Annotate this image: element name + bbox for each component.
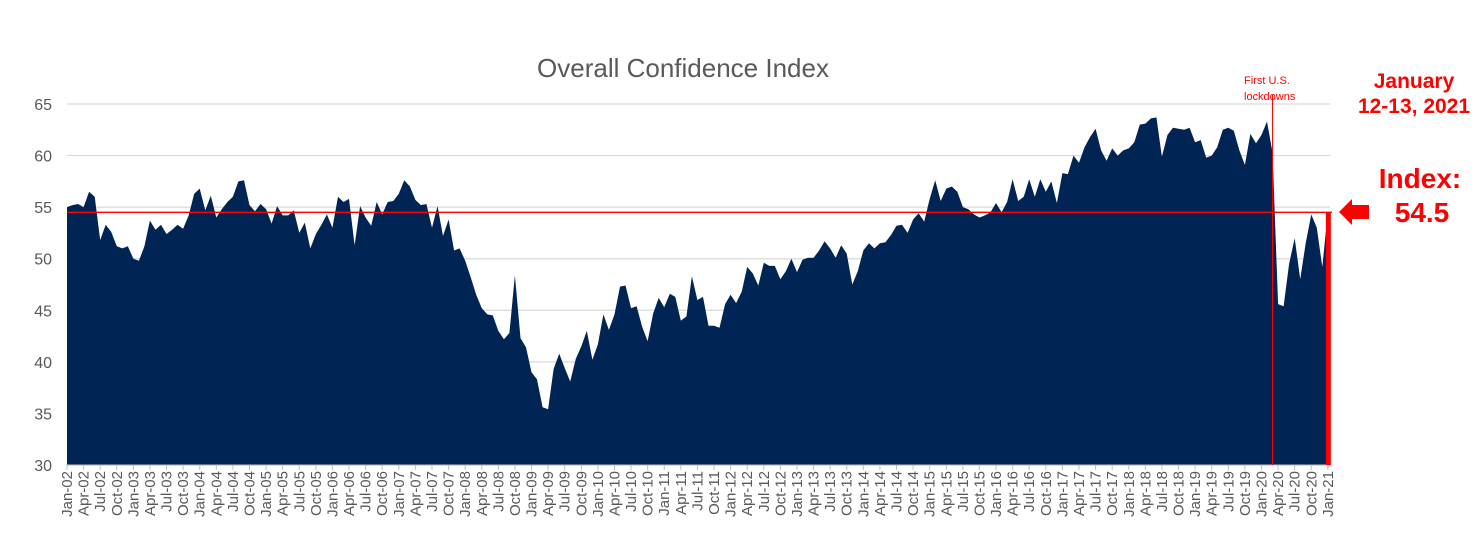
x-tick-label: Oct-09: [573, 471, 590, 516]
x-tick-label: Apr-17: [1071, 471, 1088, 516]
x-tick-label: Oct-20: [1303, 471, 1320, 516]
x-tick-label: Oct-19: [1237, 471, 1254, 516]
x-tick-label: Apr-14: [872, 471, 889, 516]
x-tick-label: Jul-15: [955, 471, 972, 512]
y-tick-label: 30: [34, 458, 52, 475]
y-tick-label: 65: [34, 97, 52, 114]
x-tick-label: Oct-07: [441, 471, 458, 516]
x-axis: Jan-02 Apr-02 Jul-02 Oct-02 Jan-03 Apr-03 Jul-…: [59, 464, 1337, 517]
x-tick-label: Apr-12: [739, 471, 756, 516]
x-tick-label: Apr-13: [806, 471, 823, 516]
x-tick-label: Jan-08: [457, 471, 474, 517]
y-tick-label: 35: [34, 406, 52, 423]
x-tick-label: Jan-11: [656, 471, 673, 516]
x-tick-label: Jul-12: [756, 471, 773, 512]
x-tick-label: Apr-16: [1005, 471, 1022, 516]
index-label: Index:: [1379, 163, 1461, 194]
x-tick-label: Oct-03: [175, 471, 192, 516]
x-tick-label: Jul-16: [1021, 471, 1038, 512]
x-tick-label: Jul-09: [557, 471, 574, 512]
x-tick-label: Apr-19: [1204, 471, 1221, 516]
x-tick-label: Oct-15: [971, 471, 988, 516]
x-tick-label: Jul-03: [159, 471, 176, 512]
x-tick-label: Jul-11: [689, 471, 706, 511]
x-tick-label: Apr-18: [1137, 471, 1154, 516]
x-tick-label: Jul-02: [92, 471, 109, 512]
x-tick-label: Apr-10: [606, 471, 623, 516]
index-value: 54.5: [1395, 197, 1450, 228]
x-tick-label: Apr-07: [407, 471, 424, 516]
x-tick-label: Jan-03: [125, 471, 142, 517]
x-tick-label: Oct-05: [308, 471, 325, 516]
x-tick-label: Oct-18: [1171, 471, 1188, 516]
confidence-area-series: [67, 117, 1328, 466]
x-tick-label: Jan-02: [59, 471, 76, 517]
x-tick-label: Oct-08: [507, 471, 524, 516]
x-tick-label: Jul-10: [623, 471, 640, 512]
x-tick-label: Jan-10: [590, 471, 607, 517]
x-tick-label: Apr-02: [76, 471, 93, 516]
x-tick-label: Oct-14: [905, 471, 922, 516]
x-tick-label: Jan-21: [1320, 471, 1337, 517]
x-tick-label: Oct-13: [839, 471, 856, 516]
x-tick-label: Jan-09: [524, 471, 541, 517]
survey-date-line1: January: [1374, 70, 1455, 93]
latest-value-bar: [1325, 212, 1331, 465]
x-tick-label: Oct-11: [706, 471, 723, 515]
x-tick-label: Oct-16: [1038, 471, 1055, 516]
y-tick-label: 55: [34, 200, 52, 217]
x-tick-label: Oct-17: [1104, 471, 1121, 516]
chart-title: Overall Confidence Index: [537, 53, 829, 83]
x-tick-label: Oct-04: [241, 471, 258, 516]
x-tick-label: Jul-07: [424, 471, 441, 512]
x-tick-label: Jan-06: [324, 471, 341, 517]
x-tick-label: Jan-12: [723, 471, 740, 517]
x-tick-label: Apr-08: [474, 471, 491, 516]
x-tick-label: Jan-20: [1253, 471, 1270, 517]
y-axis-labels: 30 35 40 45 50 55 60 65: [34, 97, 52, 475]
x-tick-label: Jul-20: [1287, 471, 1304, 512]
survey-date-line2: 12-13, 2021: [1358, 95, 1470, 118]
y-tick-label: 60: [34, 149, 52, 166]
x-tick-label: Jul-04: [225, 471, 242, 512]
x-tick-label: Oct-12: [772, 471, 789, 516]
x-tick-label: Jul-13: [822, 471, 839, 512]
x-tick-label: Jul-14: [889, 471, 906, 512]
x-tick-label: Jul-19: [1220, 471, 1237, 512]
x-tick-label: Jul-08: [490, 471, 507, 512]
x-tick-label: Apr-09: [540, 471, 557, 516]
x-tick-label: Jan-05: [258, 471, 275, 517]
lockdown-label-line2: lockdowns: [1244, 91, 1296, 103]
x-tick-label: Oct-06: [374, 471, 391, 516]
x-tick-label: Apr-04: [208, 471, 225, 516]
x-tick-label: Apr-06: [341, 471, 358, 516]
y-tick-label: 40: [34, 355, 52, 372]
x-tick-label: Apr-03: [142, 471, 159, 516]
y-tick-label: 50: [34, 252, 52, 269]
x-tick-label: Jan-07: [391, 471, 408, 517]
x-tick-label: Oct-10: [640, 471, 657, 516]
x-tick-label: Apr-11: [673, 471, 690, 515]
x-tick-label: Jul-17: [1088, 471, 1105, 512]
y-tick-label: 45: [34, 303, 52, 320]
x-tick-label: Apr-15: [938, 471, 955, 516]
left-arrow-icon: [1339, 199, 1369, 225]
x-tick-label: Jan-13: [789, 471, 806, 517]
lockdown-label-line1: First U.S.: [1244, 75, 1290, 87]
x-tick-label: Oct-02: [109, 471, 126, 516]
x-tick-label: Jan-17: [1054, 471, 1071, 517]
x-tick-label: Jul-05: [291, 471, 308, 512]
x-tick-label: Jan-16: [988, 471, 1005, 517]
x-tick-label: Apr-05: [275, 471, 292, 516]
x-tick-label: Jul-18: [1154, 471, 1171, 512]
x-tick-label: Jul-06: [358, 471, 375, 512]
x-tick-label: Jan-19: [1187, 471, 1204, 517]
x-tick-label: Jan-18: [1121, 471, 1138, 517]
x-tick-label: Jan-14: [855, 471, 872, 517]
x-tick-label: Apr-20: [1270, 471, 1287, 516]
x-tick-label: Jan-04: [192, 471, 209, 517]
x-tick-label: Jan-15: [922, 471, 939, 517]
